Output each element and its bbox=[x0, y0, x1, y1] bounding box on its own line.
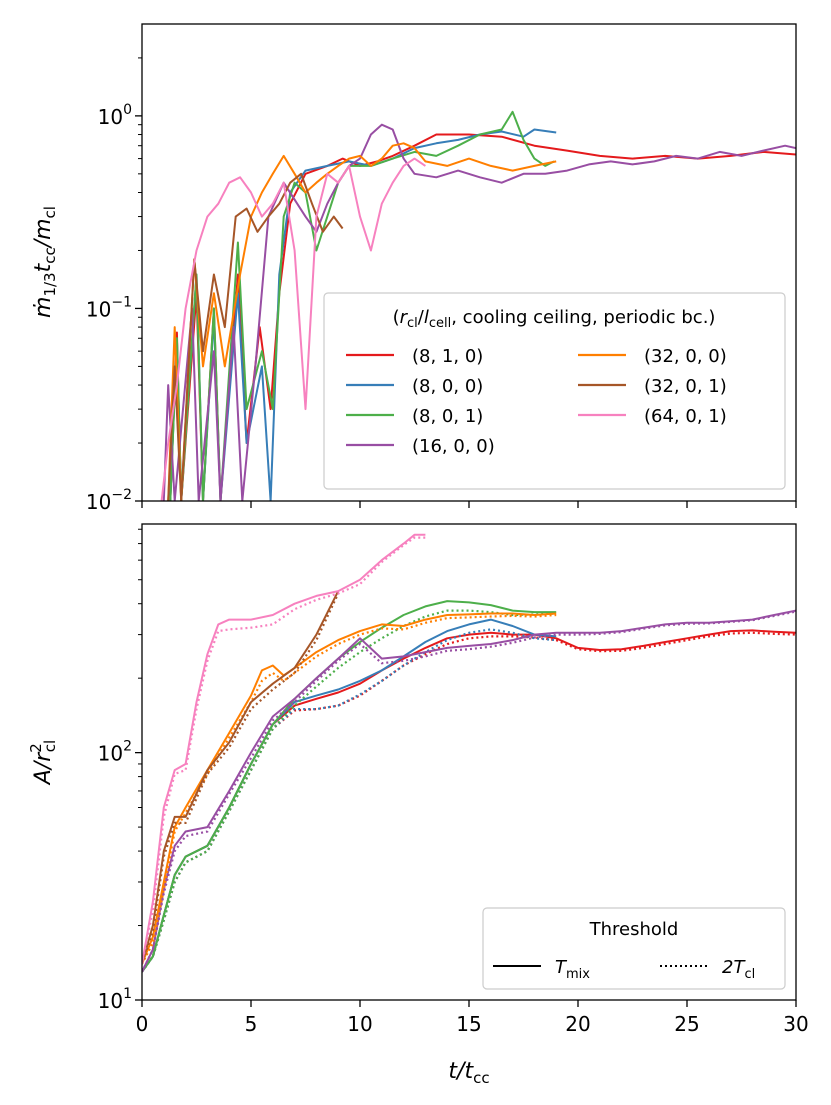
top-legend-label-6: (64, 0, 1) bbox=[644, 406, 727, 427]
top-legend-label-3: (16, 0, 0) bbox=[412, 436, 495, 457]
bottom-x-tick-label: 0 bbox=[136, 1012, 149, 1036]
top-ylabel: ṁ1/3tcc/mcl bbox=[31, 206, 59, 318]
top-legend-label-2: (8, 0, 1) bbox=[412, 406, 483, 427]
bottom-series-dotted-5 bbox=[142, 593, 340, 965]
bottom-series-solid-4 bbox=[142, 612, 557, 965]
bottom-series-dotted-1 bbox=[142, 628, 557, 973]
top-legend-label-1: (8, 0, 0) bbox=[412, 376, 483, 397]
bottom-panel: 101 102 0 5 10 15 20 25 30 A/r2cl t/tcc Threshol… bbox=[27, 523, 809, 1087]
bottom-series-solid-5 bbox=[142, 590, 340, 965]
top-y-tick-label: 100 bbox=[98, 102, 132, 129]
bottom-x-tick-label: 5 bbox=[245, 1012, 258, 1036]
bottom-y-tick-label: 102 bbox=[98, 739, 132, 766]
bottom-series-solid-6 bbox=[142, 533, 426, 965]
bottom-xlabel: t/tcc bbox=[448, 1059, 489, 1087]
bottom-legend-box bbox=[482, 907, 786, 990]
top-legend-title: (rcl/lcell, cooling ceiling, periodic bc… bbox=[393, 307, 716, 331]
top-legend-label-4: (32, 0, 0) bbox=[644, 346, 727, 367]
bottom-legend: Threshold Tmix 2Tcl bbox=[482, 907, 786, 990]
top-legend-box bbox=[323, 292, 786, 490]
top-series-line-5 bbox=[167, 172, 344, 501]
bottom-x-tick-label: 15 bbox=[456, 1012, 481, 1036]
bottom-series-solid-3 bbox=[142, 609, 796, 973]
top-series-line-3 bbox=[162, 123, 796, 501]
bottom-y-tick-label: 101 bbox=[98, 986, 132, 1013]
bottom-axis-ticks: 101 102 0 5 10 15 20 25 30 bbox=[98, 528, 809, 1036]
bottom-axes-frame bbox=[141, 523, 797, 1001]
top-axis-ticks: 10−2 10−1 100 bbox=[86, 57, 797, 514]
bottom-legend-title: Threshold bbox=[589, 919, 679, 940]
top-y-tick-label: 10−2 bbox=[86, 487, 132, 514]
bottom-x-tick-label: 25 bbox=[674, 1012, 699, 1036]
bottom-series-group bbox=[142, 533, 796, 973]
bottom-ylabel: A/r2cl bbox=[27, 740, 59, 786]
top-legend: (rcl/lcell, cooling ceiling, periodic bc… bbox=[323, 292, 786, 490]
top-series-line-6 bbox=[160, 157, 426, 501]
top-legend-label-0: (8, 1, 0) bbox=[412, 346, 483, 367]
top-series-line-2 bbox=[169, 110, 555, 501]
legend-solid-label: Tmix bbox=[555, 957, 590, 982]
bottom-x-tick-label: 30 bbox=[783, 1012, 808, 1036]
top-legend-entries: (8, 1, 0) (8, 0, 0) (8, 0, 1) (16, 0, 0) (32… bbox=[346, 346, 727, 457]
top-series-group bbox=[160, 110, 796, 501]
bottom-x-tick-label: 20 bbox=[565, 1012, 590, 1036]
bottom-x-tick-label: 10 bbox=[347, 1012, 372, 1036]
bottom-series-dotted-6 bbox=[142, 536, 426, 965]
top-legend-label-5: (32, 0, 1) bbox=[644, 376, 727, 397]
top-axes-frame bbox=[141, 23, 797, 502]
top-y-tick-label: 10−1 bbox=[86, 294, 132, 321]
bottom-series-dotted-0 bbox=[142, 631, 796, 973]
top-panel: 10−2 10−1 100 ṁ1/3tcc/mcl (rcl/lcell, cool… bbox=[31, 23, 797, 514]
legend-dotted-label: 2Tcl bbox=[722, 957, 755, 982]
